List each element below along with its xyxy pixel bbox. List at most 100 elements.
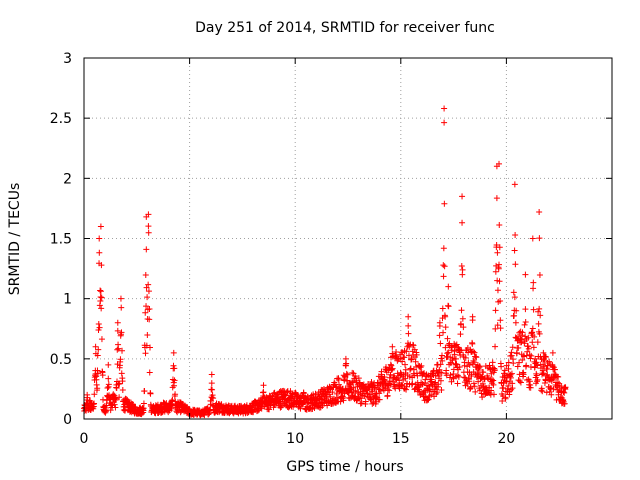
data-point <box>512 319 519 326</box>
data-point <box>163 400 170 407</box>
data-point <box>326 391 333 398</box>
data-point <box>117 356 124 363</box>
data-point <box>481 376 488 383</box>
data-point <box>470 348 477 355</box>
data-point <box>96 235 103 242</box>
data-point <box>527 381 534 388</box>
data-point <box>112 404 119 411</box>
data-point <box>441 119 448 126</box>
data-point <box>511 294 518 301</box>
data-point <box>275 391 282 398</box>
data-point <box>113 385 120 392</box>
data-point <box>459 219 466 226</box>
data-point <box>522 333 529 340</box>
data-point <box>438 352 445 359</box>
y-tick-label: 2.5 <box>50 111 72 127</box>
data-point <box>260 389 267 396</box>
data-point <box>445 303 452 310</box>
data-point <box>530 279 537 286</box>
data-point <box>490 391 497 398</box>
data-point <box>209 386 216 393</box>
data-point <box>511 312 518 319</box>
y-axis-label: SRMTID / TECUs <box>7 183 23 296</box>
data-point <box>505 365 512 372</box>
data-point <box>143 246 150 253</box>
data-point <box>145 281 152 288</box>
data-point <box>97 288 104 295</box>
data-point <box>260 382 267 389</box>
data-point <box>93 381 100 388</box>
data-point <box>520 371 527 378</box>
data-point <box>519 356 526 363</box>
y-tick-label: 1.5 <box>50 232 72 248</box>
data-point <box>417 364 424 371</box>
data-point <box>300 389 307 396</box>
data-point <box>442 324 449 331</box>
data-point <box>536 271 543 278</box>
data-point <box>329 389 336 396</box>
data-point <box>540 349 547 356</box>
data-point <box>438 387 445 394</box>
data-point <box>548 391 555 398</box>
data-point <box>467 383 474 390</box>
data-point <box>447 360 454 367</box>
data-point <box>405 330 412 337</box>
data-point <box>492 268 499 275</box>
data-point <box>439 357 446 364</box>
data-point <box>454 380 461 387</box>
data-point <box>544 371 551 378</box>
data-point <box>494 249 501 256</box>
data-point <box>362 398 369 405</box>
data-point <box>536 330 543 337</box>
data-point <box>535 320 542 327</box>
data-point <box>452 355 459 362</box>
data-point <box>413 351 420 358</box>
data-point <box>116 394 123 401</box>
data-point <box>94 352 101 359</box>
data-point <box>437 340 444 347</box>
data-point <box>514 363 521 370</box>
data-point <box>493 241 500 248</box>
data-point <box>374 394 381 401</box>
data-point <box>351 393 358 400</box>
data-point <box>489 359 496 366</box>
data-point <box>208 380 215 387</box>
data-point <box>440 245 447 252</box>
data-point <box>168 405 175 412</box>
data-point <box>258 405 265 412</box>
data-point <box>388 367 395 374</box>
data-point <box>94 370 101 377</box>
data-point <box>507 374 514 381</box>
data-point <box>444 350 451 357</box>
data-point <box>171 382 178 389</box>
data-point <box>530 344 537 351</box>
data-point <box>118 329 125 336</box>
data-point <box>558 389 565 396</box>
data-point <box>147 390 154 397</box>
data-point <box>327 385 334 392</box>
data-point <box>521 321 528 328</box>
data-point <box>171 365 178 372</box>
data-point <box>95 320 102 327</box>
data-point <box>444 335 451 342</box>
data-point <box>343 370 350 377</box>
data-point <box>111 401 118 408</box>
data-point <box>508 352 515 359</box>
y-tick-label: 1 <box>63 292 72 308</box>
data-point <box>141 387 148 394</box>
data-point <box>142 350 149 357</box>
data-point <box>466 362 473 369</box>
data-point <box>426 386 433 393</box>
data-point <box>455 373 462 380</box>
data-point <box>548 377 555 384</box>
data-point <box>549 363 556 370</box>
data-point <box>469 340 476 347</box>
data-point <box>338 389 345 396</box>
data-point <box>170 349 177 356</box>
data-point <box>209 392 216 399</box>
data-point <box>536 209 543 216</box>
data-point <box>98 262 105 269</box>
data-point <box>396 377 403 384</box>
data-point <box>492 307 499 314</box>
